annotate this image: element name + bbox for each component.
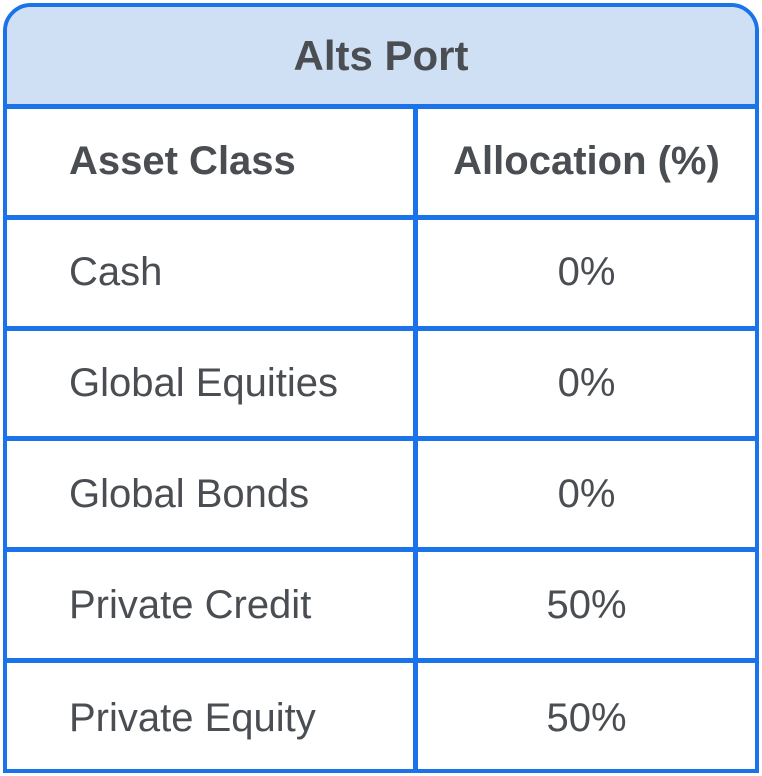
table-row: Global Bonds 0% (7, 441, 755, 553)
table-header-row: Asset Class Allocation (%) (7, 109, 755, 220)
header-allocation: Allocation (%) (453, 139, 720, 184)
asset-class-cell: Global Equities (7, 330, 418, 437)
table-row: Cash 0% (7, 219, 755, 331)
allocation-cell: 50% (546, 582, 627, 627)
allocation-cell: 0% (557, 250, 616, 295)
table-title: Alts Port (7, 7, 755, 109)
allocation-cell: 0% (557, 471, 616, 516)
asset-class-cell: Private Equity (7, 662, 418, 769)
asset-class-cell: Global Bonds (7, 441, 418, 548)
header-asset-class: Asset Class (7, 109, 418, 215)
allocation-table: Alts Port Asset Class Allocation (%) Cas… (3, 3, 759, 773)
asset-class-cell: Private Credit (7, 552, 418, 658)
allocation-cell: 0% (557, 360, 616, 405)
table-row: Private Equity 50% (7, 662, 755, 769)
allocation-cell: 50% (546, 695, 627, 740)
table-row: Private Credit 50% (7, 552, 755, 663)
asset-class-cell: Cash (7, 219, 418, 326)
table-row: Global Equities 0% (7, 330, 755, 442)
